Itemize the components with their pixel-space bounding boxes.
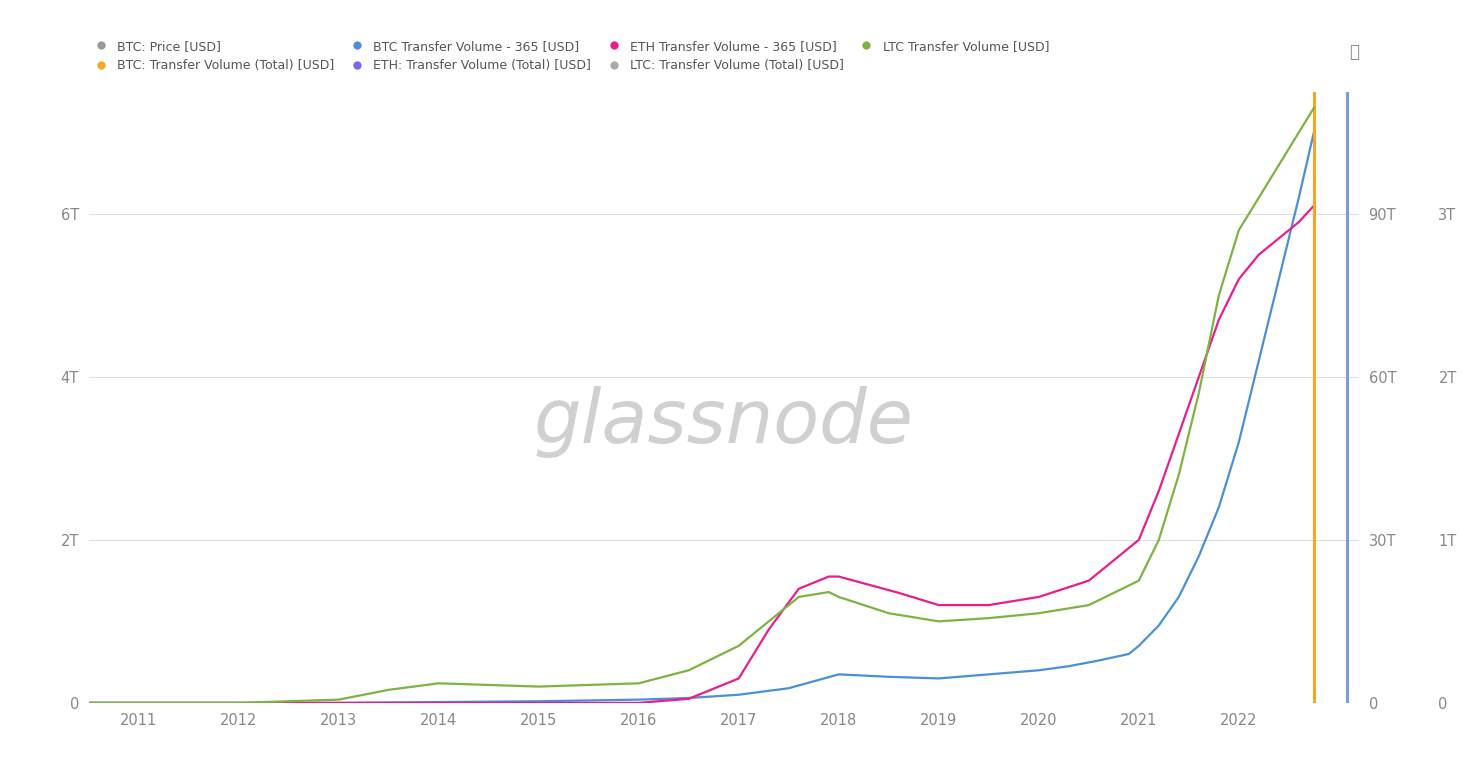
- Text: ⬛: ⬛: [1349, 43, 1359, 61]
- Text: glassnode: glassnode: [533, 386, 914, 458]
- Legend: BTC: Price [USD], BTC: Transfer Volume (Total) [USD], BTC Transfer Volume - 365 : BTC: Price [USD], BTC: Transfer Volume (…: [89, 40, 1049, 72]
